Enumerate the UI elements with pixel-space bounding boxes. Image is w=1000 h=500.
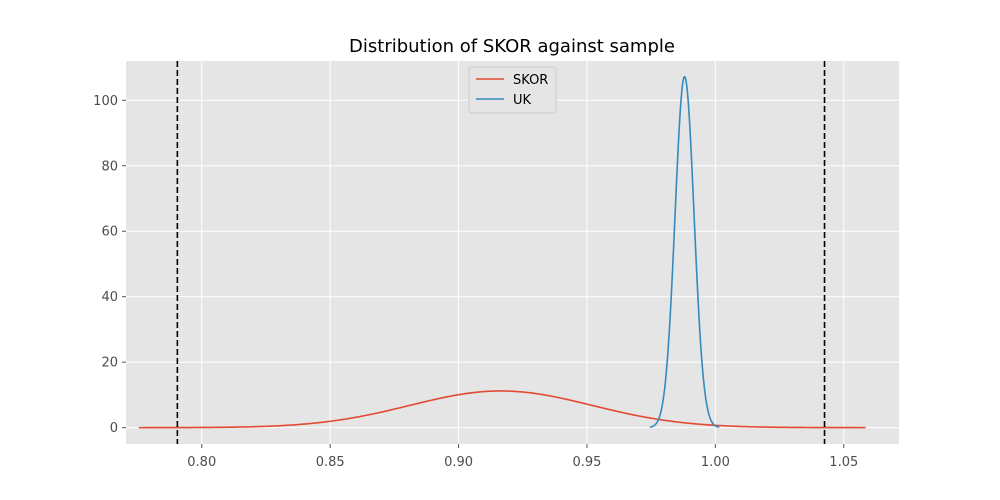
x-tick-label: 1.05: [829, 455, 858, 470]
x-tick-label: 0.95: [572, 455, 601, 470]
x-tick-label: 0.85: [316, 455, 345, 470]
y-axis: 0 20 40 60 80 100: [93, 94, 126, 436]
series-line-uk: [649, 75, 720, 428]
legend: SKOR UK: [468, 66, 557, 114]
y-tick-label: 60: [101, 225, 118, 240]
series-layer: [138, 75, 866, 429]
legend-label-uk: UK: [513, 93, 532, 108]
x-axis: 0.80 0.85 0.90 0.95 1.00 1.05: [187, 444, 858, 470]
y-tick-label: 100: [93, 94, 118, 109]
y-tick-label: 0: [110, 421, 118, 436]
x-tick-label: 0.80: [187, 455, 216, 470]
chart-title: Distribution of SKOR against sample: [349, 36, 675, 57]
series-line-skor: [138, 390, 866, 429]
x-tick-label: 1.00: [701, 455, 730, 470]
y-tick-label: 20: [101, 356, 118, 371]
plot-area: [126, 61, 899, 444]
grid: [126, 61, 899, 444]
reference-lines: [176, 61, 826, 444]
y-tick-label: 40: [101, 290, 118, 305]
y-tick-label: 80: [101, 159, 118, 174]
legend-label-skor: SKOR: [513, 73, 548, 88]
x-tick-label: 0.90: [444, 455, 473, 470]
